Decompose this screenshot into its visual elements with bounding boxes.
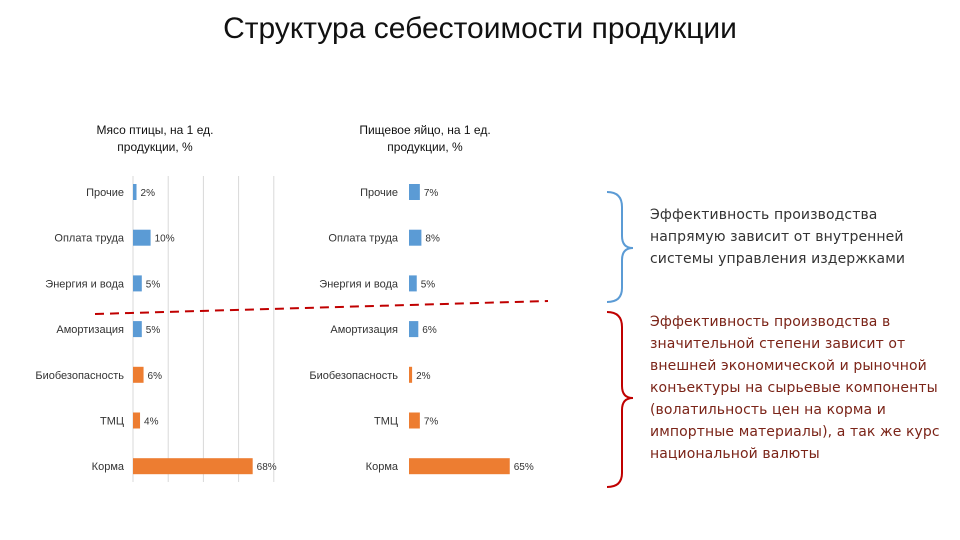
- eggs-bar: [409, 184, 420, 200]
- poultry-bar: [133, 184, 137, 200]
- eggs-bar: [409, 229, 422, 246]
- poultry-value-label: 5%: [146, 325, 161, 336]
- eggs-category-label: Оплата труда: [328, 233, 398, 245]
- poultry-value-label: 6%: [148, 371, 163, 382]
- poultry-value-label: 68%: [257, 462, 277, 473]
- poultry-bar: [133, 229, 151, 246]
- eggs-value-label: 7%: [424, 188, 439, 199]
- eggs-category-label: Амортизация: [330, 324, 398, 336]
- eggs-category-label: Прочие: [360, 187, 398, 199]
- chart-title-poultry: Мясо птицы, на 1 ед. продукции, %: [96, 123, 214, 154]
- eggs-value-label: 8%: [425, 234, 440, 245]
- poultry-value-label: 4%: [144, 417, 159, 428]
- poultry-value-label: 10%: [155, 234, 175, 245]
- poultry-bar: [133, 412, 141, 429]
- poultry-category-label: Корма: [92, 461, 125, 473]
- eggs-category-label: Корма: [366, 461, 399, 473]
- annotations: [94, 191, 634, 488]
- note-internal-efficiency: Эффективность производства напрямую зави…: [650, 207, 906, 267]
- eggs-category-label: Энергия и вода: [319, 278, 399, 290]
- poultry-bar: [133, 458, 253, 475]
- divider-dashed-line: [94, 300, 549, 315]
- poultry-value-label: 2%: [141, 188, 156, 199]
- eggs-bar: [409, 366, 413, 383]
- eggs-bar: [409, 275, 417, 292]
- chart-marks: Прочие 2% Оплата труда 10% Энергия и вода 5% А…: [35, 184, 534, 475]
- note-external-efficiency: Эффективность производства в значительно…: [650, 314, 940, 462]
- poultry-category-label: Оплата труда: [54, 233, 124, 245]
- eggs-bar: [409, 321, 419, 338]
- poultry-bar: [133, 275, 142, 292]
- poultry-category-label: Амортизация: [56, 324, 124, 336]
- poultry-bar: [133, 321, 142, 338]
- poultry-bar: [133, 366, 144, 383]
- eggs-value-label: 7%: [424, 417, 439, 428]
- brace-bottom-icon: [606, 311, 634, 488]
- eggs-value-label: 2%: [416, 371, 431, 382]
- eggs-value-label: 5%: [421, 279, 436, 290]
- poultry-category-label: ТМЦ: [100, 416, 124, 428]
- poultry-category-label: Прочие: [86, 187, 124, 199]
- eggs-category-label: ТМЦ: [374, 416, 398, 428]
- eggs-value-label: 6%: [422, 325, 437, 336]
- poultry-value-label: 5%: [146, 279, 161, 290]
- chart-title-eggs: Пищевое яйцо, на 1 ед. продукции, %: [359, 123, 491, 154]
- brace-top-icon: [606, 191, 634, 303]
- poultry-category-label: Энергия и вода: [45, 278, 125, 290]
- eggs-value-label: 65%: [514, 462, 534, 473]
- slide-title: Структура себестоимости продукции: [223, 12, 737, 45]
- poultry-category-label: Биобезопасность: [35, 370, 124, 382]
- eggs-category-label: Биобезопасность: [309, 370, 398, 382]
- eggs-bar: [409, 458, 510, 475]
- eggs-bar: [409, 412, 420, 429]
